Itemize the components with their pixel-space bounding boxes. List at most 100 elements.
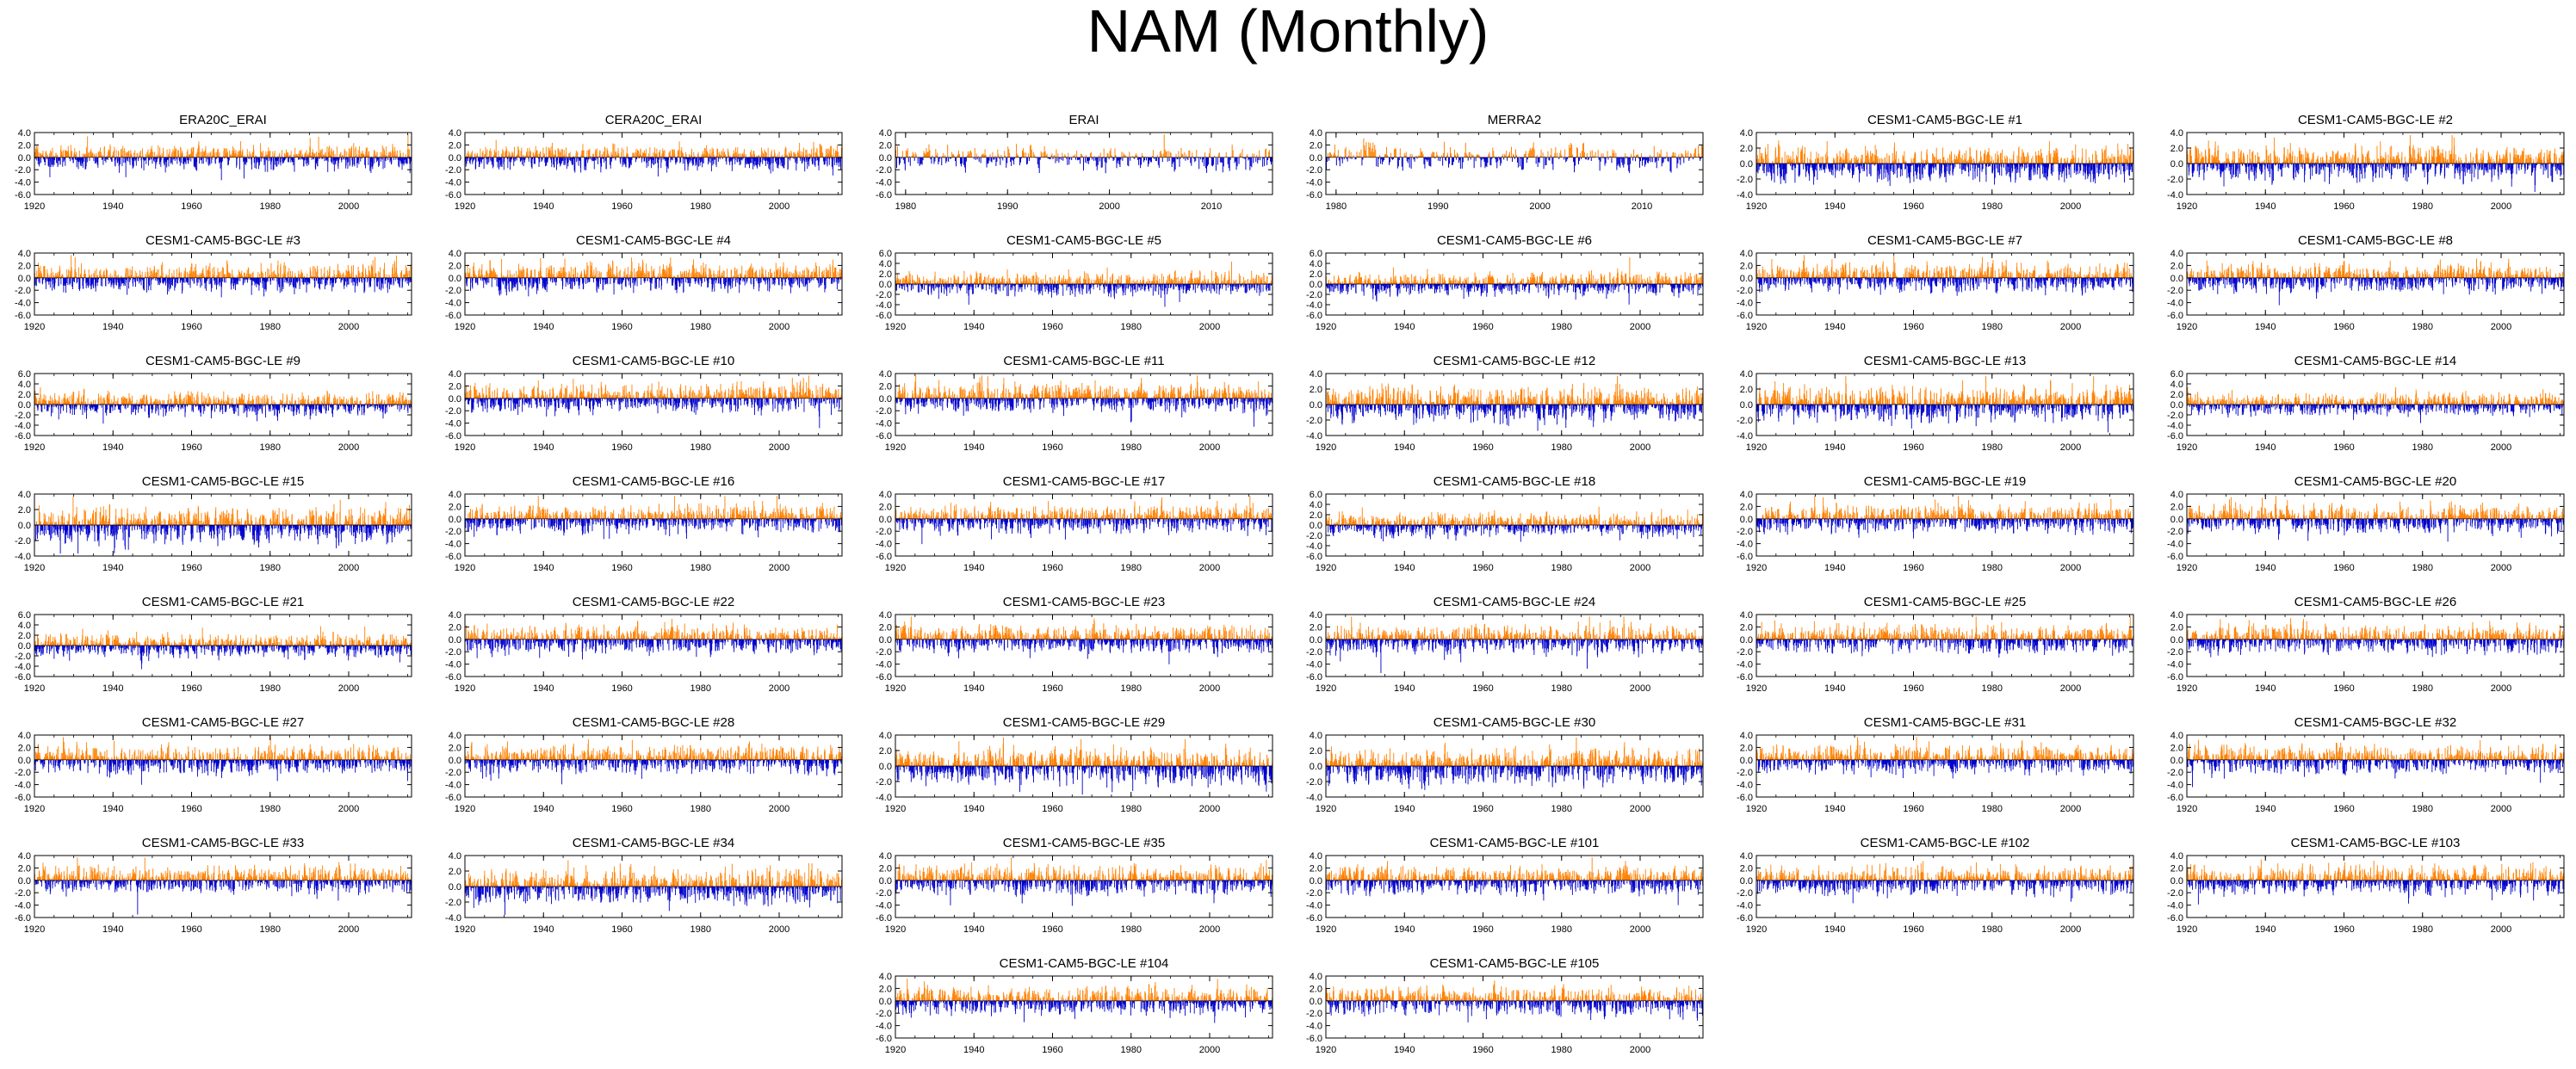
data-bar — [596, 158, 597, 161]
data-bar — [393, 154, 394, 158]
data-bar — [62, 154, 63, 158]
data-bar — [87, 158, 88, 163]
y-tick-label: -6.0 — [15, 190, 31, 201]
data-bar — [379, 158, 380, 166]
data-bar — [274, 158, 275, 170]
chart-panel: CERA20C_ERAI4.02.00.0-2.0-4.0-6.01920 194… — [445, 113, 842, 212]
data-bar — [584, 151, 585, 158]
data-bar — [356, 155, 357, 158]
data-bar — [384, 151, 385, 158]
data-bar — [507, 158, 508, 168]
data-bar — [299, 158, 300, 159]
data-bar — [134, 151, 135, 158]
data-bar — [115, 158, 116, 159]
data-bar — [313, 158, 314, 159]
data-bar — [63, 150, 64, 158]
data-bar — [70, 158, 71, 161]
data-bar — [56, 158, 57, 164]
data-bar — [160, 155, 161, 158]
data-bar — [260, 143, 261, 158]
y-tick-label: 4.0 — [18, 128, 31, 139]
data-bar — [219, 152, 220, 158]
data-bar — [570, 151, 571, 157]
data-bar — [60, 158, 61, 165]
data-bar — [205, 146, 206, 158]
data-bar — [261, 151, 262, 158]
data-bar — [530, 152, 531, 158]
data-bar — [123, 151, 124, 158]
data-bar — [83, 154, 84, 158]
data-bar — [563, 158, 564, 165]
data-bar — [86, 158, 87, 166]
data-bar — [193, 147, 194, 158]
data-bar — [253, 149, 254, 157]
data-bar — [259, 158, 260, 163]
data-bar — [491, 158, 492, 162]
data-bar — [46, 153, 47, 157]
data-bar — [212, 158, 213, 160]
data-bar — [201, 158, 202, 164]
data-bar — [279, 153, 280, 158]
data-bar — [506, 149, 507, 157]
data-bar — [175, 158, 176, 161]
data-bar — [305, 158, 306, 160]
data-bar — [597, 148, 598, 157]
data-bar — [374, 150, 375, 158]
data-bar — [592, 158, 593, 162]
data-bar — [71, 151, 72, 158]
data-bar — [209, 153, 210, 158]
panel-title: CERA20C_ERAI — [605, 113, 703, 127]
data-bar — [211, 151, 212, 158]
data-bar — [351, 146, 352, 158]
data-bar — [151, 158, 152, 159]
chart-panel: ERA20C_ERAI4.02.00.0-2.0-4.0-6.01920 1940… — [15, 113, 412, 212]
data-bar — [354, 158, 355, 166]
data-bar — [49, 153, 50, 158]
data-bar — [327, 146, 328, 158]
data-bar — [565, 158, 566, 160]
data-bar — [340, 152, 341, 158]
data-bar — [377, 152, 378, 158]
data-bar — [285, 154, 286, 158]
data-bar — [322, 149, 323, 158]
data-bar — [490, 148, 491, 157]
data-bar — [142, 155, 143, 158]
data-bar — [116, 150, 117, 158]
y-tick-label: -4.0 — [15, 178, 31, 188]
data-bar — [76, 158, 77, 160]
data-bar — [267, 158, 268, 172]
data-bar — [535, 158, 536, 164]
data-bar — [239, 158, 240, 170]
data-bar — [186, 158, 187, 164]
data-bar — [188, 149, 189, 158]
data-bar — [209, 158, 210, 165]
data-bar — [577, 151, 578, 158]
data-bar — [265, 158, 266, 172]
data-bar — [513, 155, 514, 157]
data-bar — [278, 158, 279, 164]
data-bar — [133, 152, 134, 157]
data-bar — [45, 158, 46, 163]
data-bar — [486, 149, 487, 157]
data-bar — [568, 158, 569, 162]
data-bar — [502, 158, 503, 167]
data-bar — [333, 151, 334, 158]
data-bar — [580, 158, 581, 173]
data-bar — [391, 153, 392, 158]
data-bar — [293, 158, 294, 165]
data-bar — [294, 158, 295, 172]
data-bar — [36, 158, 37, 161]
data-bar — [69, 154, 70, 158]
data-bar — [216, 152, 217, 158]
data-bar — [365, 158, 366, 169]
data-bar — [318, 158, 319, 161]
data-bar — [114, 146, 115, 157]
data-bar — [400, 153, 401, 158]
data-bar — [521, 158, 522, 161]
data-bar — [92, 152, 93, 158]
data-bar — [542, 158, 543, 160]
data-bar — [472, 158, 473, 164]
data-bar — [173, 158, 174, 160]
data-bar — [137, 153, 138, 158]
